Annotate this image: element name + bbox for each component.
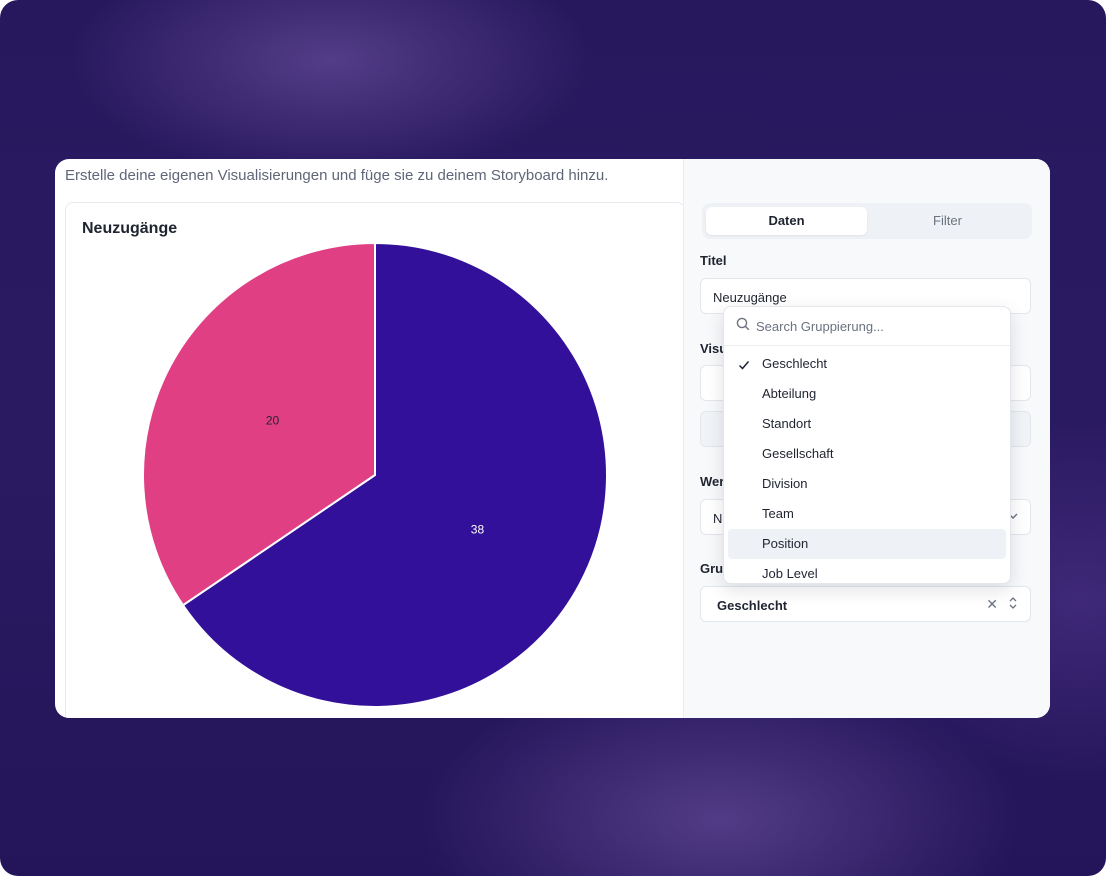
tab-filter[interactable]: Filter	[933, 213, 962, 228]
dropdown-search	[724, 307, 1010, 346]
check-icon	[738, 349, 750, 379]
title-label: Titel	[700, 253, 727, 268]
grouping-select[interactable]: Geschlecht ✕	[700, 586, 1031, 622]
option-label: Team	[762, 506, 794, 521]
chevron-up-down-icon	[1008, 594, 1018, 612]
option-label: Gesellschaft	[762, 446, 834, 461]
pie-chart: 38 20	[142, 241, 608, 708]
option-geschlecht[interactable]: Geschlecht	[728, 349, 1006, 379]
title-input-value: Neuzugänge	[713, 290, 787, 305]
grouping-search-input[interactable]	[754, 315, 998, 337]
grouping-options: Geschlecht Abteilung Standort Gesellscha…	[724, 349, 1010, 583]
values-label: Wer	[700, 474, 725, 489]
option-label: Division	[762, 476, 808, 491]
option-label: Position	[762, 536, 809, 551]
option-label: Geschlecht	[762, 356, 828, 371]
option-gesellschaft[interactable]: Gesellschaft	[728, 439, 1006, 469]
option-standort[interactable]: Standort	[728, 409, 1006, 439]
visualisation-label: Visu	[700, 341, 728, 356]
option-job-level[interactable]: Job Level	[728, 559, 1006, 583]
tab-daten[interactable]: Daten	[706, 207, 867, 235]
pie-slice-label-1: 20	[266, 414, 280, 428]
tab-bar: Daten Filter	[702, 203, 1032, 239]
option-position[interactable]: Position	[728, 529, 1006, 559]
option-label: Job Level	[762, 566, 818, 581]
option-team[interactable]: Team	[728, 499, 1006, 529]
visualisation-builder-card: Erstelle deine eigenen Visualisierungen …	[55, 159, 1050, 718]
option-label: Standort	[762, 416, 812, 431]
search-icon	[736, 317, 750, 336]
clear-icon[interactable]: ✕	[986, 596, 998, 612]
option-abteilung[interactable]: Abteilung	[728, 379, 1006, 409]
pie-slice-0[interactable]	[181, 241, 608, 708]
intro-text: Erstelle deine eigenen Visualisierungen …	[65, 167, 609, 184]
option-label: Abteilung	[762, 386, 817, 401]
chart-panel: Neuzugänge 38 20	[65, 202, 685, 718]
grouping-select-value: Geschlecht	[717, 598, 788, 613]
pie-slice-label-0: 38	[471, 522, 485, 536]
grouping-dropdown: Geschlecht Abteilung Standort Gesellscha…	[723, 306, 1011, 584]
pie-slice-1[interactable]	[142, 241, 376, 607]
chart-title: Neuzugänge	[82, 220, 178, 237]
option-division[interactable]: Division	[728, 469, 1006, 499]
